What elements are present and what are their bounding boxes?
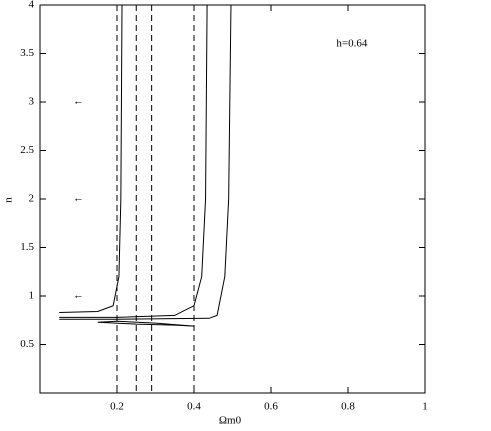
- x-axis-label: Ωm0: [219, 415, 242, 427]
- y-tick-label: 4: [29, 0, 35, 11]
- y-tick-label: 0.5: [20, 338, 34, 350]
- x-tick-label: 0.4: [187, 401, 201, 413]
- annotation: ←: [73, 96, 84, 108]
- y-axis-label: n: [3, 197, 15, 203]
- y-tick-label: 2.5: [20, 144, 34, 156]
- contour-line: [97, 320, 195, 327]
- plot-frame: [39, 4, 426, 394]
- x-tick-label: 0.8: [341, 401, 355, 413]
- y-tick-label: 3.5: [20, 47, 34, 59]
- y-tick-label: 2: [29, 193, 35, 205]
- x-tick-label: 0.2: [110, 401, 124, 413]
- annotation: h=0.64: [336, 37, 367, 49]
- annotation: ←: [73, 290, 84, 302]
- annotation: ←: [73, 193, 84, 205]
- y-tick-label: 3: [29, 96, 35, 108]
- contour-line: [59, 4, 232, 320]
- contour-line: [59, 4, 208, 318]
- x-tick-label: 0.6: [264, 401, 278, 413]
- y-tick-label: 1.5: [20, 241, 34, 253]
- contour-line: [59, 4, 123, 313]
- x-tick-label: 1: [422, 401, 428, 413]
- y-tick-label: 1: [29, 290, 35, 302]
